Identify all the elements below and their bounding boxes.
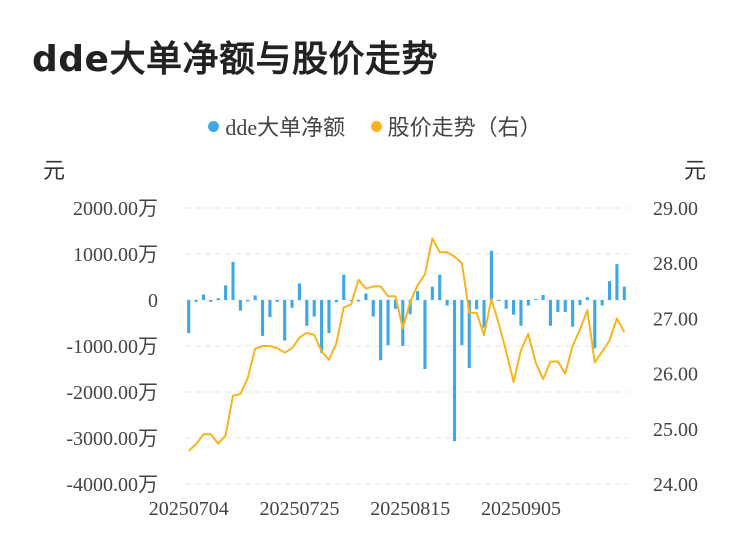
right-axis-ticks: 29.00 28.00 27.00 26.00 25.00 24.00: [653, 198, 698, 496]
dde-bar: [393, 300, 397, 309]
right-tick-label: 24.00: [653, 474, 698, 496]
dde-bar: [438, 274, 442, 300]
dde-bar: [445, 300, 449, 306]
left-axis-ticks: 2000.00万 1000.00万 0 -1000.00万 -2000.00万 -3000…: [66, 198, 158, 496]
dde-bar: [253, 295, 257, 300]
dde-bar: [615, 264, 619, 300]
left-tick-label: -4000.00万: [66, 474, 158, 496]
dde-bar: [526, 300, 530, 306]
dde-bar: [416, 291, 420, 300]
grid-lines: [185, 207, 628, 485]
dde-bar: [231, 261, 235, 300]
dde-bar: [327, 300, 331, 334]
dde-bar: [534, 299, 538, 301]
dde-bar: [209, 300, 213, 302]
dde-bar: [342, 274, 346, 300]
chart-title: dde大单净额与股价走势: [32, 39, 438, 80]
dde-bar: [593, 300, 597, 349]
dde-bar: [371, 300, 375, 317]
right-tick-label: 28.00: [653, 253, 698, 275]
x-tick-label: 20250725: [259, 498, 339, 520]
left-tick-label: -1000.00万: [66, 336, 158, 358]
dde-bar: [607, 281, 612, 300]
left-axis-unit: 元: [43, 159, 65, 184]
line-series-price: [188, 237, 626, 452]
x-axis-ticks: 20250704 20250725 20250815 20250905: [149, 498, 561, 520]
right-tick-label: 29.00: [653, 198, 698, 220]
dde-bar: [600, 300, 604, 306]
dde-bar: [305, 300, 309, 326]
dde-bar: [268, 300, 272, 318]
dde-bar: [386, 300, 390, 346]
dde-bar: [201, 294, 206, 300]
dde-bar: [512, 300, 516, 315]
dde-bar: [475, 300, 479, 310]
dde-bar: [194, 300, 198, 302]
dde-bar: [238, 300, 242, 311]
dde-bar: [460, 300, 464, 346]
legend-label-dde: dde大单净额: [225, 115, 346, 140]
dde-bar: [283, 300, 287, 341]
dde-bar: [260, 300, 265, 336]
legend-dot-dde: [208, 120, 220, 132]
legend-item-dde[interactable]: dde大单净额: [208, 110, 345, 142]
right-tick-label: 27.00: [653, 308, 698, 330]
dde-bar: [430, 286, 434, 300]
left-tick-label: -2000.00万: [66, 382, 158, 404]
dde-bar: [556, 300, 560, 312]
dde-bar: [246, 300, 250, 302]
legend-dot-price: [370, 120, 382, 132]
dde-bar: [216, 298, 220, 300]
dde-bar: [482, 300, 486, 328]
dde-bar: [224, 285, 228, 300]
dde-bar: [541, 294, 545, 300]
dde-bar: [585, 297, 589, 300]
legend: dde大单净额 股价走势（右）: [0, 110, 750, 142]
dde-bar: [364, 293, 368, 300]
x-tick-label: 20250704: [149, 498, 229, 520]
left-tick-label: 1000.00万: [73, 244, 158, 266]
dde-bar: [489, 250, 493, 300]
dde-bar: [423, 300, 427, 369]
dde-bar: [563, 300, 567, 312]
right-tick-label: 26.00: [653, 364, 698, 386]
bar-series-dde: [187, 250, 626, 442]
x-tick-label: 20250815: [370, 498, 450, 520]
dde-bar: [519, 300, 523, 326]
x-tick-label: 20250905: [481, 498, 561, 520]
dde-bar: [452, 300, 457, 442]
dde-bar: [187, 300, 191, 334]
left-tick-label: 0: [148, 290, 158, 312]
dde-bar: [320, 300, 324, 353]
legend-item-price[interactable]: 股价走势（右）: [370, 110, 542, 142]
left-tick-label: -3000.00万: [66, 428, 158, 450]
dde-bar: [578, 300, 582, 306]
dde-bar: [356, 300, 361, 302]
dde-bar: [275, 300, 279, 302]
dde-bar: [548, 300, 553, 326]
dde-bar: [379, 300, 383, 361]
left-tick-label: 2000.00万: [73, 198, 158, 220]
right-tick-label: 25.00: [653, 419, 698, 441]
dde-bar: [401, 300, 405, 346]
dde-bar: [349, 300, 353, 301]
dde-bar: [497, 300, 501, 301]
dde-bar: [334, 300, 338, 303]
dde-bar: [290, 300, 294, 308]
dde-bar: [312, 300, 316, 317]
price-line: [188, 237, 626, 452]
dde-bar: [297, 283, 301, 300]
legend-label-price: 股价走势（右）: [387, 115, 542, 140]
dde-bar: [622, 286, 626, 300]
right-axis-unit: 元: [684, 159, 706, 184]
dde-bar: [408, 300, 412, 315]
dde-bar: [571, 300, 575, 327]
dde-bar: [467, 300, 471, 369]
dde-bar: [504, 300, 508, 309]
